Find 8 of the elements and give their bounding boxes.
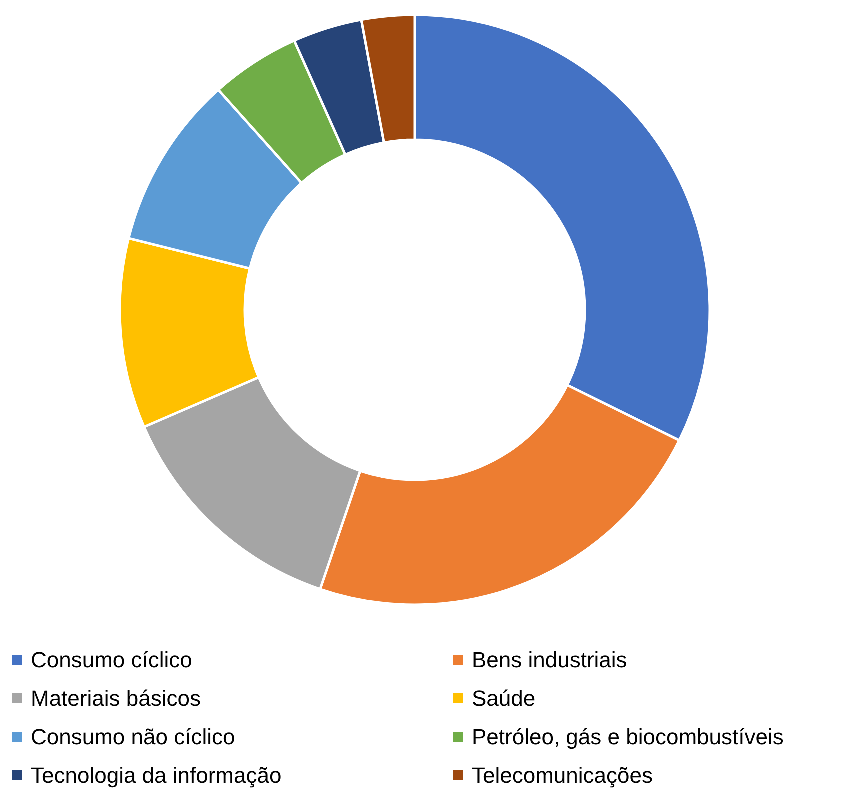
legend-label: Materiais básicos — [31, 686, 201, 711]
legend-label: Consumo não cíclico — [31, 724, 236, 750]
legend-label: Petróleo, gás e biocombustíveis — [472, 724, 784, 750]
legend-label: Tecnologia da informação — [31, 763, 282, 788]
legend-label: Bens industriais — [472, 648, 628, 672]
legend-label: Saúde — [472, 686, 536, 711]
legend-label: Consumo cíclico — [31, 648, 192, 672]
legend-label: Telecomunicações — [472, 763, 653, 788]
